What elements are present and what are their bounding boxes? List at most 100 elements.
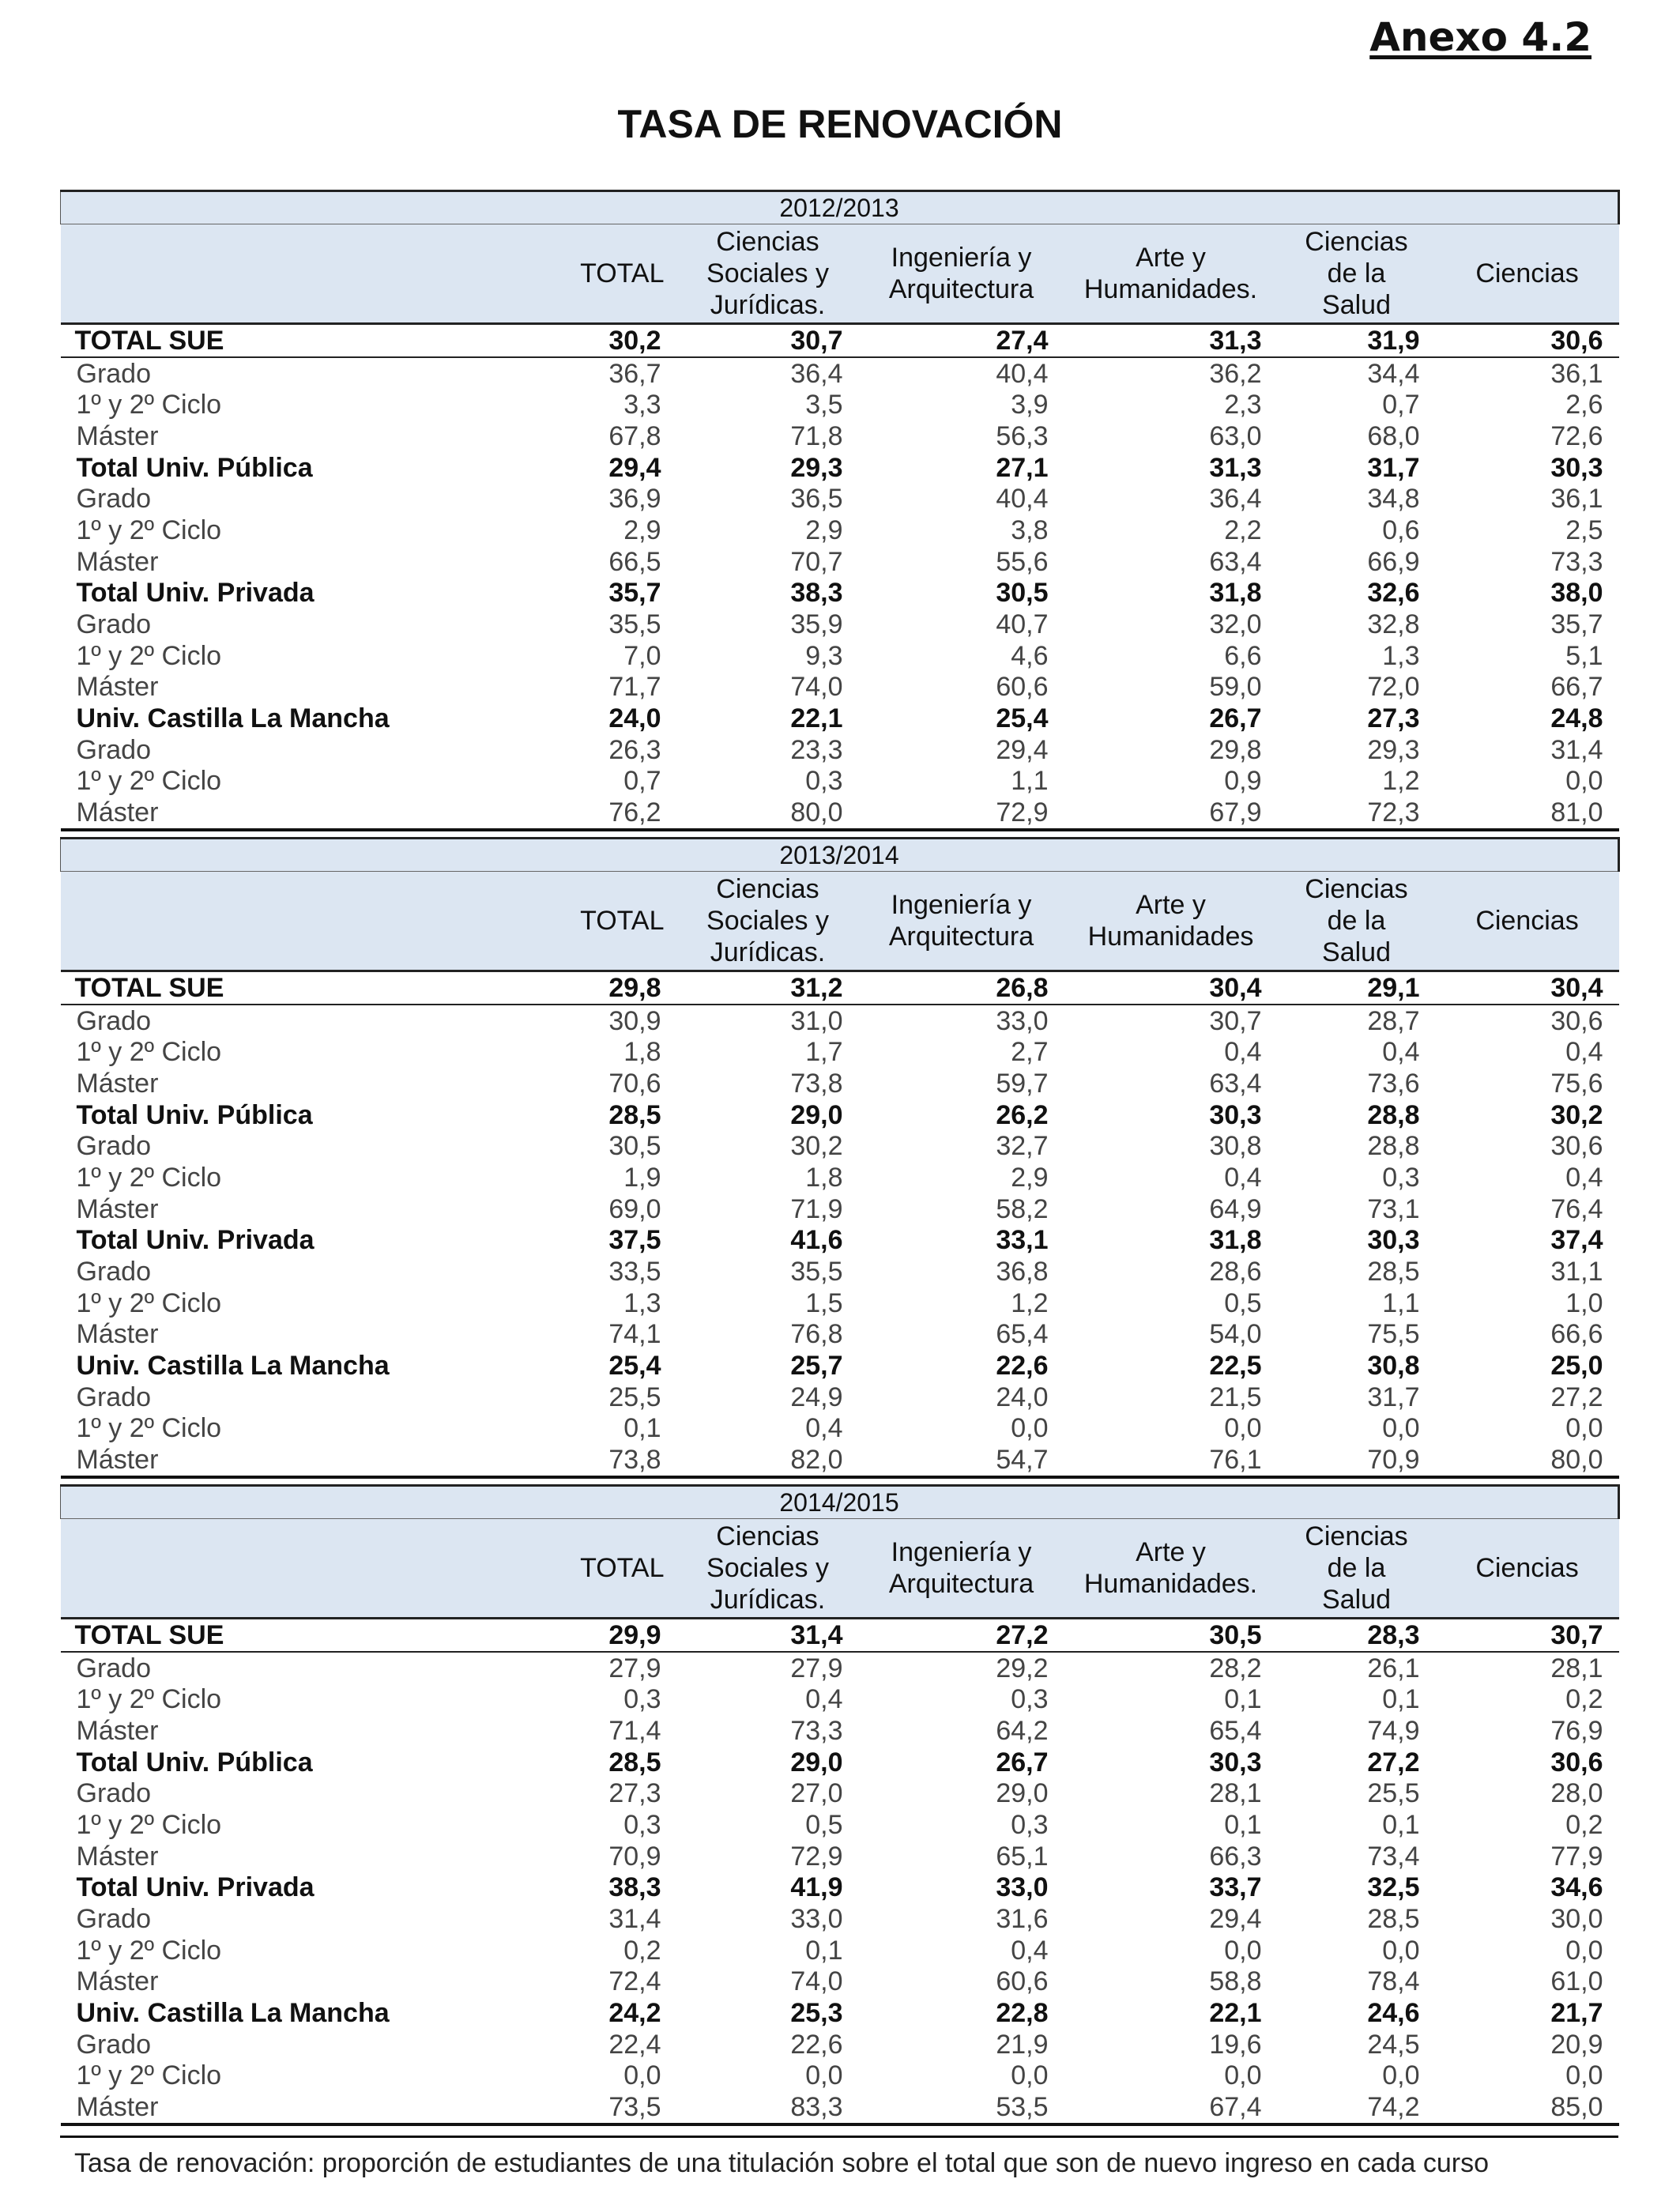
table-cell: 30,2 xyxy=(790,1131,843,1162)
footnote-rule xyxy=(60,2136,1618,2138)
table-cell: 30,4 xyxy=(1064,971,1278,1005)
table-cell: 6,6 xyxy=(1224,640,1262,671)
row-label: Máster xyxy=(76,1715,159,1746)
table-cell: 36,4 xyxy=(1209,484,1262,515)
annex-label: Anexo 4.2 xyxy=(1369,14,1591,60)
row-label: 1º y 2º Ciclo xyxy=(76,1413,222,1444)
table-cell: 69,0 xyxy=(608,1193,661,1224)
table-cell: 30,0 xyxy=(1550,1904,1603,1935)
table-cell: 27,0 xyxy=(790,1778,843,1809)
year-row: 2014/2015 xyxy=(59,1484,1621,1519)
table-cell: 26,3 xyxy=(608,734,661,765)
table-cell: 3,5 xyxy=(805,390,843,420)
table-cell: 73,8 xyxy=(503,1444,677,1479)
table-cell: 82,0 xyxy=(676,1444,859,1479)
table-cell: 34,4 xyxy=(1367,358,1420,389)
table-cell: 72,9 xyxy=(790,1841,843,1872)
table-cell: 1,8 xyxy=(805,1162,843,1193)
table-cell: 28,6 xyxy=(1209,1257,1262,1287)
table-cell: 32,7 xyxy=(996,1131,1049,1162)
table-row: 1º y 2º Ciclo 0,1 0,4 0,0 0,0 0,0 0,0 xyxy=(61,1413,1619,1445)
table-cell: 29,4 xyxy=(608,452,661,483)
column-header: Ciencias de la Salud xyxy=(1277,224,1436,325)
table-cell: 65,4 xyxy=(1209,1715,1262,1746)
table-cell: 70,6 xyxy=(608,1068,661,1099)
table-cell: 36,7 xyxy=(608,358,661,389)
table-cell: 73,1 xyxy=(1367,1193,1420,1224)
column-header-line: Ciencias xyxy=(716,227,819,257)
table-cell: 75,5 xyxy=(1367,1319,1420,1350)
table-cell: 26,7 xyxy=(996,1747,1049,1777)
table-cell: 22,5 xyxy=(1209,1351,1262,1382)
row-label: Grado xyxy=(76,1005,152,1036)
table-cell: 63,4 xyxy=(1209,1068,1262,1099)
table-cell: 30,5 xyxy=(996,578,1049,609)
table-cell: 1,3 xyxy=(623,1287,661,1318)
column-header: Arte y Humanidades xyxy=(1064,871,1278,972)
table-cell: 30,3 xyxy=(1209,1099,1262,1130)
table-cell: 0,0 xyxy=(1382,1935,1420,1966)
table-cell: 23,3 xyxy=(790,734,843,765)
table-cell: 2,3 xyxy=(1224,390,1262,420)
table-cell: 0,0 xyxy=(1565,766,1603,797)
table-row: Máster 70,9 72,9 65,1 66,3 73,4 77,9 xyxy=(61,1841,1619,1872)
table-cell: 0,0 xyxy=(1565,2060,1603,2091)
table-cell: 55,6 xyxy=(996,546,1049,577)
table-cell: 0,1 xyxy=(623,1413,661,1444)
table-cell: 33,7 xyxy=(1209,1872,1262,1903)
row-label: Máster xyxy=(76,420,159,451)
table-cell: 28,5 xyxy=(608,1099,661,1130)
table-cell: 71,4 xyxy=(608,1715,661,1746)
row-label: Máster xyxy=(76,1068,159,1099)
table-row: Máster 66,5 70,7 55,6 63,4 66,9 73,3 xyxy=(61,546,1619,578)
table-row: 1º y 2º Ciclo 1,9 1,8 2,9 0,4 0,3 0,4 xyxy=(61,1162,1619,1193)
footnote: Tasa de renovación: proporción de estudi… xyxy=(74,2148,1489,2178)
table-cell: 0,4 xyxy=(1565,1037,1603,1068)
table-cell: 3,3 xyxy=(623,390,661,420)
table-cell: 1,2 xyxy=(1382,766,1420,797)
table-row: Total Univ. Pública 28,5 29,0 26,7 30,3 27,2 3… xyxy=(61,1747,1619,1778)
table-cell: 63,4 xyxy=(1209,546,1262,577)
table-cell: 71,8 xyxy=(790,420,843,451)
table-cell: 0,4 xyxy=(1224,1162,1262,1193)
table-cell: 22,4 xyxy=(608,2029,661,2060)
year-table-2014-2015: 2014/2015 TOTAL Ciencias Sociales y Jurídica… xyxy=(59,1484,1621,2126)
table-cell: 19,6 xyxy=(1209,2029,1262,2060)
table-cell: 34,6 xyxy=(1550,1872,1603,1903)
table-cell: 30,3 xyxy=(1550,452,1603,483)
column-header: Ingeniería y Arquitectura xyxy=(858,224,1064,325)
table-cell: 31,6 xyxy=(996,1904,1049,1935)
table-cell: 0,3 xyxy=(623,1809,661,1840)
table-cell: 28,8 xyxy=(1367,1099,1420,1130)
column-header-line: Sociales y xyxy=(706,258,829,288)
table-cell: 26,2 xyxy=(996,1099,1049,1130)
table-row: Grado 27,9 27,9 29,2 28,2 26,1 28,1 xyxy=(61,1652,1619,1684)
column-header-line: Salud xyxy=(1322,937,1391,967)
row-label: Grado xyxy=(76,1382,152,1412)
table-cell: 31,8 xyxy=(1209,1225,1262,1256)
table-row: Total Univ. Privada 35,7 38,3 30,5 31,8 32,6 3… xyxy=(61,578,1619,609)
table-cell: 67,4 xyxy=(1064,2091,1278,2126)
column-header-line: TOTAL xyxy=(580,906,665,936)
table-row: Grado 36,7 36,4 40,4 36,2 34,4 36,1 xyxy=(61,357,1619,390)
table-cell: 30,3 xyxy=(1209,1747,1262,1777)
column-header: Ciencias de la Salud xyxy=(1277,871,1436,972)
table-cell: 25,3 xyxy=(790,1998,843,2029)
row-label: Grado xyxy=(76,1904,152,1935)
table-row: Máster 73,5 83,3 53,5 67,4 74,2 85,0 xyxy=(60,2091,1619,2126)
column-header-row: TOTAL Ciencias Sociales y Jurídicas. Ingenie… xyxy=(60,224,1619,325)
table-cell: 0,9 xyxy=(1224,766,1262,797)
table-cell: 1,1 xyxy=(1382,1287,1420,1318)
column-header-line: de la xyxy=(1327,258,1386,288)
table-cell: 2,9 xyxy=(1011,1162,1049,1193)
table-cell: 60,6 xyxy=(996,1966,1049,1997)
table-cell: 30,8 xyxy=(1209,1131,1262,1162)
table-cell: 32,8 xyxy=(1367,609,1420,640)
table-cell: 31,4 xyxy=(608,1904,661,1935)
table-cell: 33,5 xyxy=(608,1257,661,1287)
table-cell: 80,0 xyxy=(1435,1444,1619,1479)
table-cell: 2,9 xyxy=(623,515,661,545)
row-label: 1º y 2º Ciclo xyxy=(76,766,222,797)
table-cell: 71,9 xyxy=(790,1193,843,1224)
table-cell: 25,4 xyxy=(996,703,1049,734)
